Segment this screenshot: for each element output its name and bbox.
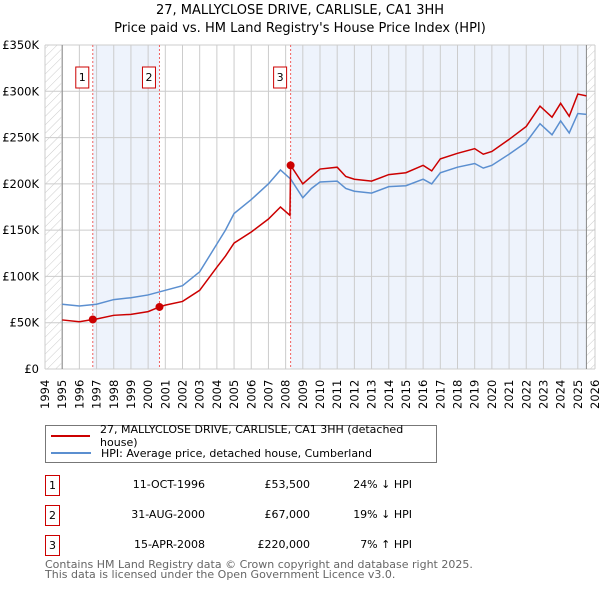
x-tick-label: 1999 xyxy=(124,380,138,409)
x-tick-label: 1995 xyxy=(55,380,69,409)
sale-point xyxy=(286,161,295,170)
legend-label-property: 27, MALLYCLOSE DRIVE, CARLISLE, CA1 3HH … xyxy=(100,423,404,449)
shade-region xyxy=(92,45,160,369)
x-tick-label: 2026 xyxy=(588,380,600,409)
hpi-line xyxy=(62,112,587,307)
x-tick-label: 2007 xyxy=(261,380,275,409)
x-tick-label: 2012 xyxy=(347,380,361,409)
x-tick-label: 2006 xyxy=(244,380,258,409)
sale-label-box xyxy=(141,66,156,89)
x-tick-label: 1998 xyxy=(107,380,121,409)
x-tick-label: 2002 xyxy=(176,380,190,409)
x-tick-label: 2013 xyxy=(365,380,379,409)
transaction-hpi: 7% ↑ HPI xyxy=(360,538,412,551)
sale-point xyxy=(155,302,164,311)
chart-subtitle: Price paid vs. HM Land Registry's House … xyxy=(114,21,486,36)
transaction-hpi: 24% ↓ HPI xyxy=(353,478,412,491)
hatch-pre xyxy=(45,45,62,369)
x-tick-label: 2022 xyxy=(519,380,533,409)
shade-region xyxy=(290,45,587,369)
transaction-price: £220,000 xyxy=(257,538,311,551)
y-tick-label: £300K xyxy=(2,84,39,98)
sale-label: 2 xyxy=(145,71,152,84)
x-tick-label: 2005 xyxy=(227,380,241,409)
x-tick-label: 2019 xyxy=(468,380,482,409)
x-tick-label: 1997 xyxy=(90,380,104,409)
x-tick-label: 2009 xyxy=(296,380,310,409)
x-tick-label: 2004 xyxy=(210,380,224,409)
transaction-number: 3 xyxy=(45,535,60,556)
x-tick-label: 2018 xyxy=(451,380,465,409)
transaction-price: £67,000 xyxy=(264,508,311,521)
sale-label-box xyxy=(75,66,90,89)
transaction-date: 31-AUG-2000 xyxy=(131,508,205,521)
x-tick-label: 2020 xyxy=(485,380,499,409)
y-tick-label: £250K xyxy=(2,131,39,145)
transaction-row: 3 15-APR-2008 £220,000 7% ↑ HPI xyxy=(45,535,445,556)
x-tick-label: 2010 xyxy=(313,380,327,409)
transaction-date: 11-OCT-1996 xyxy=(132,478,205,491)
transaction-number: 2 xyxy=(45,505,60,526)
chart-title: 27, MALLYCLOSE DRIVE, CARLISLE, CA1 3HH xyxy=(155,3,445,18)
legend-label-hpi: HPI: Average price, detached house, Cumb… xyxy=(101,446,373,460)
y-tick-label: £0 xyxy=(24,362,39,376)
transaction-hpi: 19% ↓ HPI xyxy=(353,508,412,521)
y-tick-label: £100K xyxy=(2,269,39,283)
x-tick-label: 2011 xyxy=(330,380,344,409)
x-tick-label: 2015 xyxy=(399,380,413,409)
transaction-price: £53,500 xyxy=(264,478,311,491)
price-chart: £0 £50K £100K £150K £200K £250K £300K £350K 1994… xyxy=(2,38,600,409)
transaction-row: 1 11-OCT-1996 £53,500 24% ↓ HPI xyxy=(45,475,445,496)
legend-blue-line xyxy=(51,452,91,454)
x-tick-label: 2001 xyxy=(158,380,172,409)
footer-line-1: Contains HM Land Registry data © Crown c… xyxy=(45,558,473,571)
legend-red-line xyxy=(51,435,91,437)
y-tick-label: £200K xyxy=(2,177,39,191)
y-tick-label: £50K xyxy=(10,316,40,330)
x-tick-label: 2016 xyxy=(416,380,430,409)
x-tick-label: 2000 xyxy=(141,380,155,409)
x-tick-label: 2021 xyxy=(502,380,516,409)
transaction-row: 2 31-AUG-2000 £67,000 19% ↓ HPI xyxy=(45,505,445,526)
transaction-date: 15-APR-2008 xyxy=(133,538,205,551)
transaction-number: 1 xyxy=(45,475,60,496)
x-tick-label: 2017 xyxy=(433,380,447,409)
x-tick-label: 2023 xyxy=(536,380,550,409)
sale-label: 3 xyxy=(277,71,284,84)
x-tick-label: 1996 xyxy=(72,380,86,409)
y-tick-label: £150K xyxy=(2,223,39,237)
x-tick-label: 2014 xyxy=(382,380,396,409)
sale-point xyxy=(88,315,97,324)
sale-label: 1 xyxy=(79,71,86,84)
x-tick-label: 2003 xyxy=(193,380,207,409)
footer-line-2: This data is licensed under the Open Gov… xyxy=(45,568,396,581)
x-tick-label: 2025 xyxy=(571,380,585,409)
footer: Contains HM Land Registry data © Crown c… xyxy=(45,558,473,581)
x-tick-label: 2024 xyxy=(554,380,568,409)
y-tick-label: £350K xyxy=(2,38,39,52)
legend: 27, MALLYCLOSE DRIVE, CARLISLE, CA1 3HH … xyxy=(45,423,437,463)
hatch-post xyxy=(586,45,595,369)
x-tick-label: 2008 xyxy=(279,380,293,409)
sale-label-box xyxy=(273,66,288,89)
x-tick-label: 1994 xyxy=(38,380,52,409)
